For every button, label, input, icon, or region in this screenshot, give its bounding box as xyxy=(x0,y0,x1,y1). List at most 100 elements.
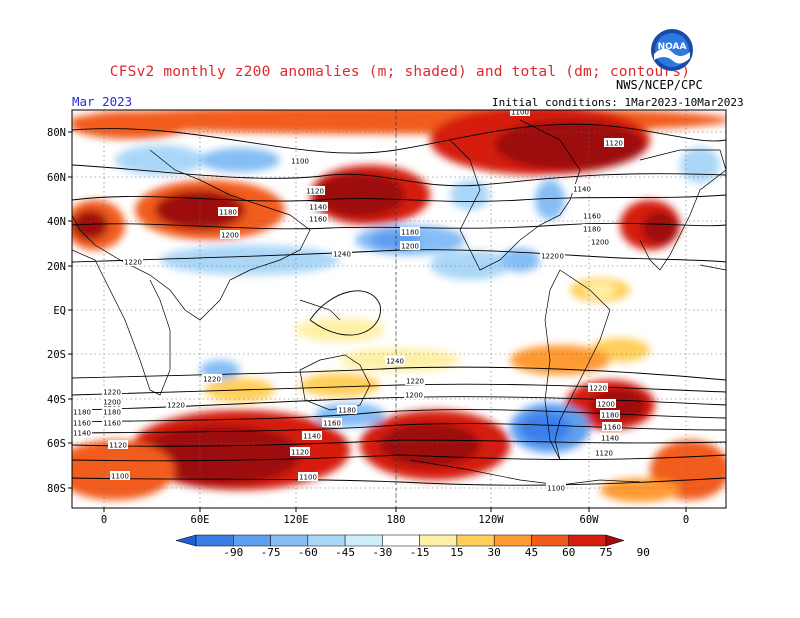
contour-label: 1180 xyxy=(601,412,619,420)
contour-label: 1140 xyxy=(73,430,91,438)
contour-label: 1100 xyxy=(511,109,529,117)
contour-label: 1180 xyxy=(401,229,419,237)
colorbar-tick-label: -30 xyxy=(372,546,392,559)
contour-label-bg xyxy=(290,156,310,165)
contour-label-bg xyxy=(600,410,620,419)
height-contour xyxy=(72,249,726,263)
contour-label-bg xyxy=(385,356,405,365)
contour-label: 1220 xyxy=(124,259,142,267)
longitude-label: 0 xyxy=(101,514,107,526)
contour-label-bg xyxy=(308,202,328,211)
contour-label: 1160 xyxy=(103,420,121,428)
anomaly-patch xyxy=(450,180,490,210)
contour-label: 1220 xyxy=(589,385,607,393)
height-contour xyxy=(72,123,726,154)
contour-label-bg xyxy=(102,418,122,427)
latitude-label: 40S xyxy=(47,394,66,406)
contour-label: 1160 xyxy=(73,420,91,428)
logo-text: NOAA xyxy=(657,42,687,52)
contour-label: 1120 xyxy=(109,442,127,450)
contour-label: 1180 xyxy=(219,209,237,217)
latitude-label: 60N xyxy=(47,172,66,184)
contour-label-bg xyxy=(596,399,616,408)
contour-label-bg xyxy=(72,418,92,427)
coastline xyxy=(449,119,581,271)
latitude-label: 80N xyxy=(47,127,66,139)
anomaly-patch xyxy=(140,425,300,485)
contour-label-bg xyxy=(540,251,560,260)
contour-label-bg xyxy=(404,390,424,399)
longitude-label: 180 xyxy=(387,514,406,526)
contour-label-bg xyxy=(108,440,128,449)
contour-label-bg xyxy=(546,483,566,492)
contour-label: 1220 xyxy=(406,378,424,386)
contour-label-bg xyxy=(600,433,620,442)
anomaly-patch xyxy=(430,250,510,280)
contour-label: 1160 xyxy=(323,420,341,428)
colorbar-segment xyxy=(344,534,383,547)
anomaly-patch xyxy=(315,173,405,217)
contour-label-bg xyxy=(72,428,92,437)
contour-label: 1220 xyxy=(103,389,121,397)
colorbar-segment xyxy=(493,534,532,547)
colorbar-tick-label: 75 xyxy=(599,546,612,559)
contour-label: 1200 xyxy=(597,401,615,409)
contour-label: 1220 xyxy=(541,253,559,261)
anomaly-patch xyxy=(600,478,680,502)
contour-label-bg xyxy=(305,186,325,195)
coastlines xyxy=(72,119,726,486)
contour-label: 1160 xyxy=(309,216,327,224)
contour-label: 1100 xyxy=(291,158,309,166)
contour-label-bg xyxy=(123,257,143,266)
contour-label-bg xyxy=(72,407,92,416)
contour-label: 1140 xyxy=(309,204,327,212)
coastline xyxy=(409,459,641,486)
contour-label-bg xyxy=(582,224,602,233)
contour-label: 1180 xyxy=(583,226,601,234)
contour-label-bg xyxy=(337,405,357,414)
height-contour xyxy=(72,366,726,381)
agency-label: NWS/NCEP/CPC xyxy=(616,78,703,92)
contour-label: 1140 xyxy=(573,186,591,194)
latitude-label: 20S xyxy=(47,349,66,361)
contour-label: 1100 xyxy=(299,474,317,482)
contour-label: 1220 xyxy=(167,402,185,410)
anomaly-patch xyxy=(495,120,645,170)
contour-label: 1180 xyxy=(103,409,121,417)
contour-label: 1200 xyxy=(221,232,239,240)
contour-label-bg xyxy=(588,383,608,392)
colorbar: -90 -75 -60 -45 -30 -15 15 30 45 60 75 90 xyxy=(175,534,650,559)
contour-label: 1160 xyxy=(583,213,601,221)
contour-label: 1120 xyxy=(306,188,324,196)
colorbar-segment xyxy=(531,534,569,547)
contour-label-bg xyxy=(322,418,342,427)
anomaly-patch xyxy=(300,373,380,397)
contour-label: 1220 xyxy=(203,376,221,384)
height-contour xyxy=(72,194,726,202)
anomaly-patch xyxy=(585,282,615,298)
anomaly-patch xyxy=(72,440,175,500)
anomaly-patch xyxy=(160,245,340,275)
anomaly-patch xyxy=(510,345,610,375)
contour-labels: 1100112011401160118012001220124011801200… xyxy=(72,109,624,493)
contour-label: 1200 xyxy=(103,399,121,407)
longitude-label: 0 xyxy=(683,514,689,526)
colorbar-segment xyxy=(307,534,346,547)
anomaly-patch xyxy=(295,318,385,342)
contour-label-bg xyxy=(202,374,222,383)
contour-label-bg xyxy=(332,249,352,258)
map-title: CFSv2 monthly z200 anomalies (m; shaded)… xyxy=(109,64,691,80)
contour-label-bg xyxy=(220,230,240,239)
contour-label-bg xyxy=(405,376,425,385)
height-contour xyxy=(72,477,726,486)
coastline xyxy=(699,264,726,271)
contour-label-bg xyxy=(510,110,530,116)
longitude-label: 60E xyxy=(191,514,210,526)
contour-label-bg xyxy=(290,447,310,456)
latitude-label: 40N xyxy=(47,216,66,228)
height-contour xyxy=(72,439,726,447)
map-frame xyxy=(71,109,727,509)
contour-label-bg xyxy=(572,184,592,193)
contour-label-bg xyxy=(102,387,122,396)
colorbar-segment xyxy=(456,534,495,547)
